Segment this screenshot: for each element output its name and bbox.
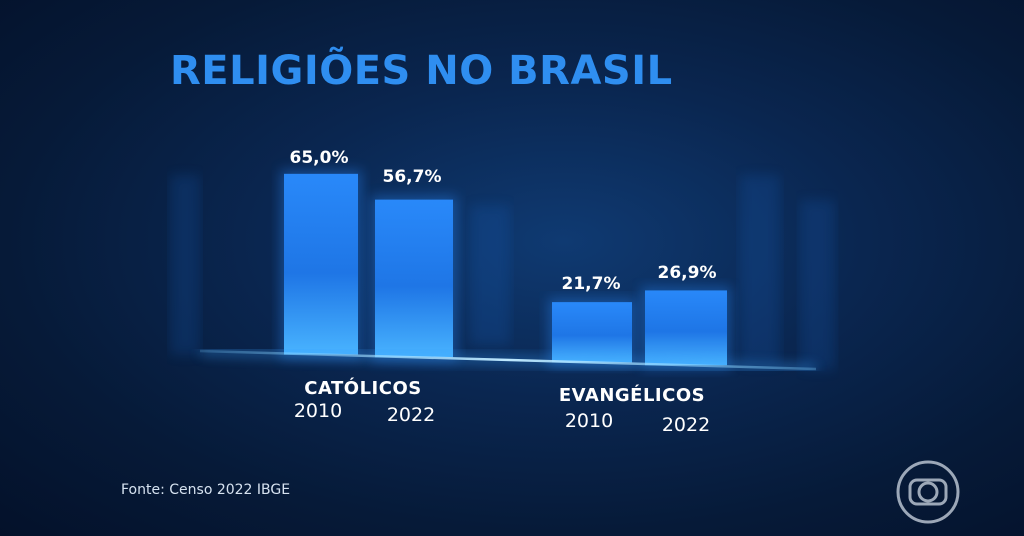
year-label-evangelicos-2010: 2010 bbox=[564, 410, 614, 432]
value-label-evangelicos-2022: 26,9% bbox=[657, 263, 717, 283]
year-label-catolicos-2010: 2010 bbox=[293, 400, 343, 422]
year-label-catolicos-2022: 2022 bbox=[386, 404, 436, 426]
bar-católicos-2010 bbox=[284, 173, 358, 355]
category-label-evangelicos: EVANGÉLICOS bbox=[558, 385, 706, 406]
tv-globe-logo-icon bbox=[892, 458, 964, 530]
bar-evangélicos-2022 bbox=[645, 290, 727, 366]
source-note: Fonte: Censo 2022 IBGE bbox=[121, 482, 291, 498]
year-label-evangelicos-2022: 2022 bbox=[661, 414, 711, 436]
bar-evangélicos-2010 bbox=[552, 302, 632, 363]
chart-title: RELIGIÕES NO BRASIL bbox=[170, 48, 673, 94]
background-decoration bbox=[170, 175, 835, 370]
baseline bbox=[199, 349, 817, 371]
bar-católicos-2022 bbox=[375, 199, 453, 358]
value-label-catolicos-2010: 65,0% bbox=[289, 148, 349, 168]
category-label-catolicos: CATÓLICOS bbox=[304, 378, 422, 399]
value-label-catolicos-2022: 56,7% bbox=[382, 167, 442, 187]
value-label-evangelicos-2010: 21,7% bbox=[561, 274, 621, 294]
